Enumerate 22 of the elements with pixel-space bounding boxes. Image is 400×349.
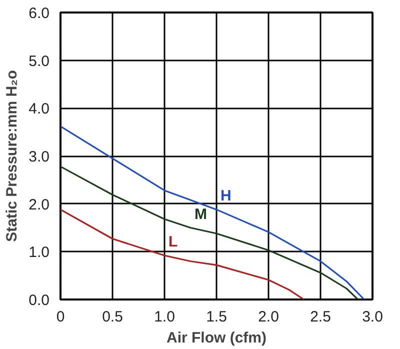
x-axis-title: Air Flow (cfm) xyxy=(166,330,267,346)
y-axis-title: Static Pressure:mm H₂o xyxy=(4,70,21,242)
x-tick-label: 1.5 xyxy=(206,308,227,326)
series-label: M xyxy=(194,206,207,223)
x-tick-label: 1.0 xyxy=(154,308,175,326)
y-tick-label: 3.0 xyxy=(28,148,50,166)
line-series xyxy=(60,208,305,300)
y-tick-label: 6.0 xyxy=(28,5,50,22)
y-tick-label: 4.0 xyxy=(28,100,50,118)
y-tick-label: 2.0 xyxy=(28,196,50,214)
line-series xyxy=(60,166,359,300)
x-tick-label: 2.0 xyxy=(258,308,279,326)
x-tick-label: 2.5 xyxy=(310,308,331,326)
y-tick-label: 0.0 xyxy=(28,292,50,309)
x-tick-label: 0 xyxy=(56,308,65,326)
series-label: H xyxy=(220,188,232,205)
line-series xyxy=(60,126,365,300)
x-tick-label: 3.0 xyxy=(362,308,383,326)
x-tick-label: 0.5 xyxy=(102,308,123,326)
series-label: L xyxy=(168,233,178,250)
y-tick-label: 1.0 xyxy=(28,244,50,262)
y-tick-label: 5.0 xyxy=(28,52,50,70)
